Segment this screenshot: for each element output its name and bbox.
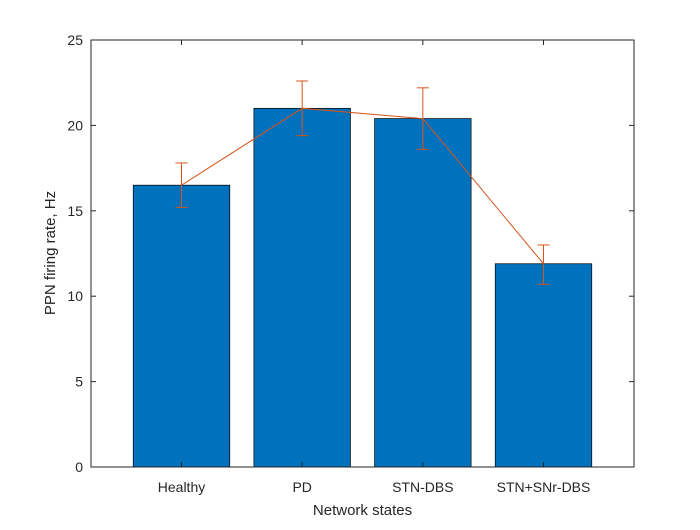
x-axis-label: Network states	[313, 502, 412, 519]
y-ticks-group: 0 5 10 15 20 25	[67, 32, 634, 475]
x-tick-label-0: Healthy	[158, 479, 205, 495]
bar-0	[132, 184, 231, 468]
overlay-group	[175, 80, 550, 285]
bar-3	[494, 263, 593, 468]
y-tick-label-5: 25	[67, 32, 83, 48]
x-tick-label-3: STN+SNr-DBS	[497, 479, 591, 495]
y-tick-label-1: 5	[75, 374, 83, 390]
y-tick-label-0: 0	[75, 459, 83, 475]
bars-group	[132, 107, 593, 468]
y-tick-label-2: 10	[67, 288, 83, 304]
x-ticks-group: Healthy PD STN-DBS STN+SNr-DBS	[158, 40, 591, 495]
overlay-line	[181, 107, 544, 265]
bar-2	[374, 118, 472, 468]
bar-1	[253, 107, 351, 468]
x-tick-label-1: PD	[292, 479, 311, 495]
y-tick-label-4: 20	[67, 117, 83, 133]
axes-box	[90, 39, 635, 468]
y-axis-label: PPN firing rate, Hz	[42, 191, 59, 315]
x-tick-label-2: STN-DBS	[392, 479, 453, 495]
y-tick-label-3: 15	[67, 203, 83, 219]
